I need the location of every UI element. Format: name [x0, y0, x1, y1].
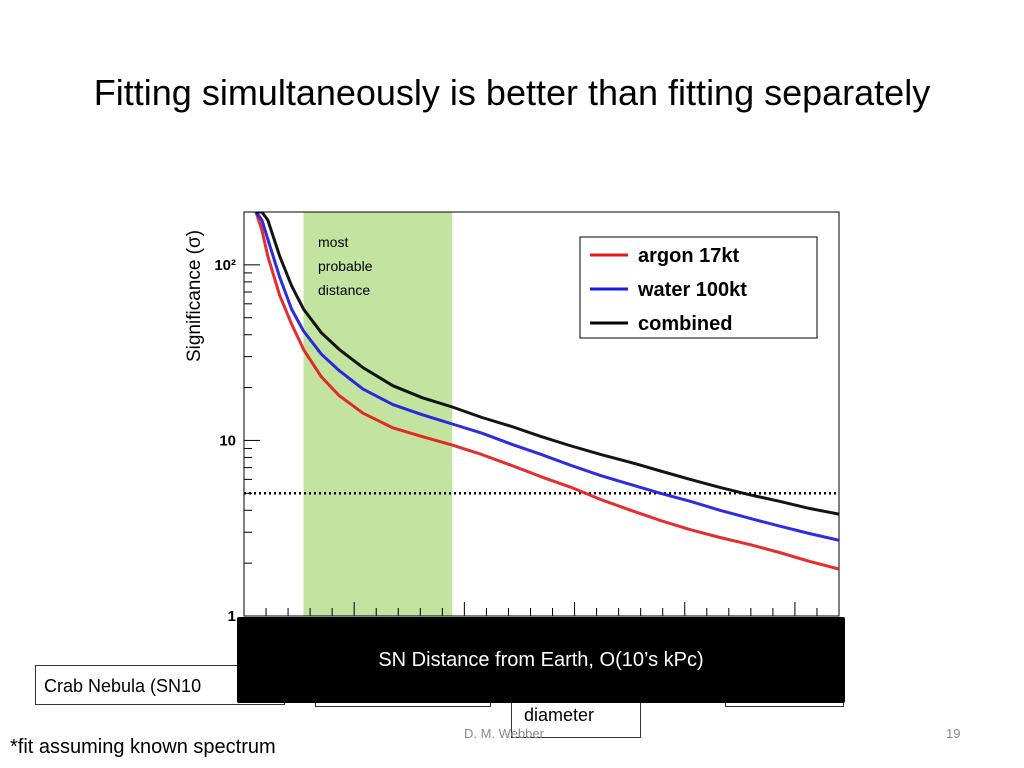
y-axis-label: Significance (σ)	[184, 230, 205, 362]
plot-frame	[243, 211, 840, 617]
band-annotation-line-3: distance	[318, 282, 371, 298]
page-number: 19	[946, 726, 961, 741]
footnote: *fit assuming known spectrum	[10, 736, 276, 758]
probable-distance-band	[303, 212, 453, 616]
footer-author: D. M. Webber	[464, 726, 544, 741]
band-annotation-line-2: probable	[318, 258, 373, 274]
distance-overlay: SN Distance from Earth, O(10’s kPc)	[237, 617, 845, 703]
series-line-2	[254, 212, 839, 542]
y-tick-label-3: 10²	[214, 257, 236, 274]
y-tick-label-1: 1	[228, 608, 236, 625]
series-line-3	[255, 212, 839, 516]
series-line-1	[254, 212, 839, 571]
band-annotation-line-1: most	[318, 234, 349, 250]
band-annotation: most probable distance	[318, 230, 373, 302]
slide-title: Fitting simultaneously is better than fi…	[93, 72, 931, 113]
distance-overlay-text: SN Distance from Earth, O(10’s kPc)	[378, 648, 704, 671]
y-tick-label-2: 10	[219, 432, 236, 449]
legend-label-2: water 100kt	[637, 279, 747, 301]
legend-label-1: argon 17kt	[638, 245, 739, 267]
legend-label-3: combined	[638, 313, 732, 335]
